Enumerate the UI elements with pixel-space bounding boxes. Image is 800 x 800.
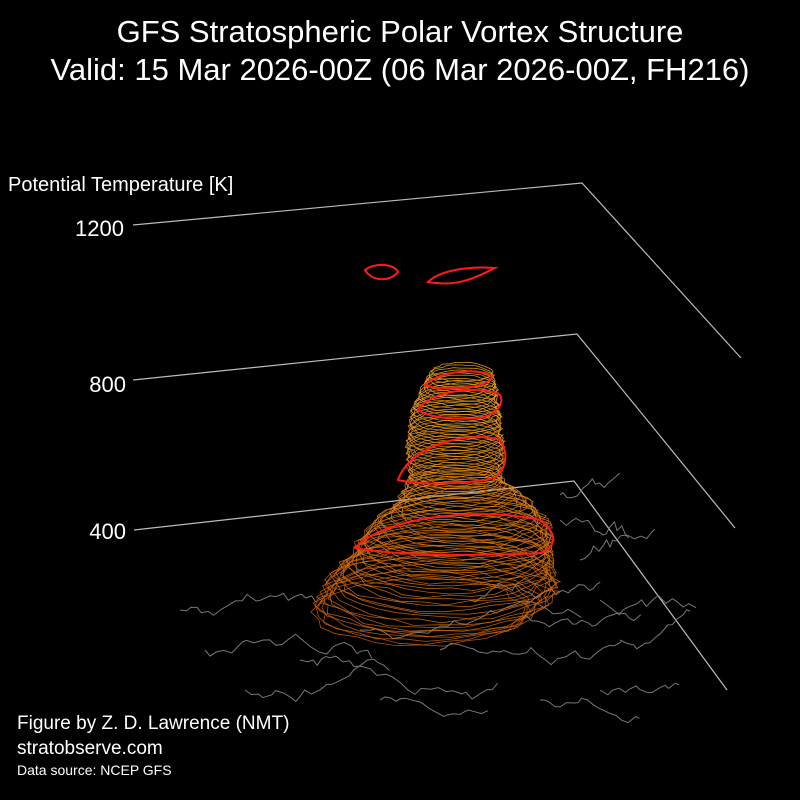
- z-tick-label: 400: [89, 519, 126, 544]
- coastline: [204, 633, 373, 659]
- coastline: [619, 609, 691, 650]
- vortex-isosurface: [310, 361, 562, 647]
- isosurface-layer: [408, 461, 504, 493]
- z-axis-label: Potential Temperature [K]: [8, 174, 234, 196]
- coastline: [244, 658, 390, 703]
- coastline: [539, 697, 640, 724]
- isosurface-layer: [359, 508, 555, 572]
- vortex-edge-contour: [353, 513, 555, 556]
- basemap-coastlines: [179, 472, 697, 724]
- vortex-edge-contour: [396, 436, 507, 485]
- isosurface-layer: [383, 490, 542, 542]
- figure-credit: Figure by Z. D. Lawrence (NMT) stratobse…: [17, 711, 289, 761]
- isosurface-layer: [412, 394, 500, 423]
- isosurface-layer: [404, 431, 507, 464]
- isosurface-layer: [429, 364, 496, 386]
- credit-author: Figure by Z. D. Lawrence (NMT): [17, 713, 290, 734]
- isosurface-layer: [430, 361, 494, 382]
- z-level-gridline: [132, 333, 736, 529]
- isosurface-layer: [346, 529, 555, 595]
- isosurface-layer: [364, 505, 555, 569]
- isosurface-layer: [392, 485, 535, 530]
- coastline: [519, 612, 642, 628]
- isosurface-layer: [310, 578, 532, 647]
- isosurface-layer: [351, 523, 555, 587]
- coastline: [299, 655, 498, 700]
- z-level-gridline: [132, 182, 742, 359]
- coastline: [379, 696, 489, 717]
- chart-title: GFS Stratospheric Polar Vortex Structure: [116, 14, 684, 49]
- coastline: [439, 641, 622, 666]
- isosurface-layer: [405, 427, 504, 461]
- isosurface-layer: [410, 399, 503, 429]
- isosurface-layer: [405, 469, 508, 503]
- vortex-edge-contour: [416, 389, 503, 420]
- isosurface-layer: [338, 536, 551, 606]
- isosurface-layer: [354, 516, 550, 581]
- isosurface-layer: [324, 550, 559, 626]
- vortex-edge-contours: [353, 264, 555, 556]
- isosurface-layer: [409, 402, 504, 432]
- credit-website: stratobserve.com: [17, 738, 163, 759]
- isosurface-layer: [319, 562, 543, 638]
- isosurface-layer: [374, 498, 553, 558]
- isosurface-layer: [398, 482, 527, 526]
- isosurface-layer: [410, 396, 501, 426]
- z-tick-label: 1200: [75, 216, 124, 241]
- coastline: [359, 601, 582, 640]
- isosurface-layer: [409, 423, 505, 455]
- isosurface-layer: [419, 378, 500, 403]
- chart-subtitle: Valid: 15 Mar 2026-00Z (06 Mar 2026-00Z,…: [50, 52, 750, 87]
- z-tick-label: 800: [89, 372, 126, 397]
- vortex-edge-contour: [425, 266, 499, 285]
- isosurface-layer: [365, 500, 553, 562]
- isosurface-layer: [366, 502, 552, 564]
- coastline: [469, 581, 601, 603]
- isosurface-layer: [423, 372, 497, 397]
- coastline: [579, 528, 656, 561]
- coastline: [559, 472, 621, 499]
- data-source: Data source: NCEP GFS: [17, 762, 172, 778]
- vortex-edge-contour: [363, 264, 400, 281]
- vortex-edge-contour: [423, 370, 494, 390]
- isosurface-layer: [355, 524, 546, 592]
- coastline: [599, 682, 680, 696]
- coastline: [599, 594, 697, 616]
- isosurface-layer: [319, 556, 556, 632]
- coastline: [179, 592, 317, 616]
- isosurface-layer: [324, 548, 556, 624]
- isosurface-layer: [390, 488, 537, 538]
- isosurface-layer: [405, 439, 504, 473]
- coastline: [559, 517, 629, 539]
